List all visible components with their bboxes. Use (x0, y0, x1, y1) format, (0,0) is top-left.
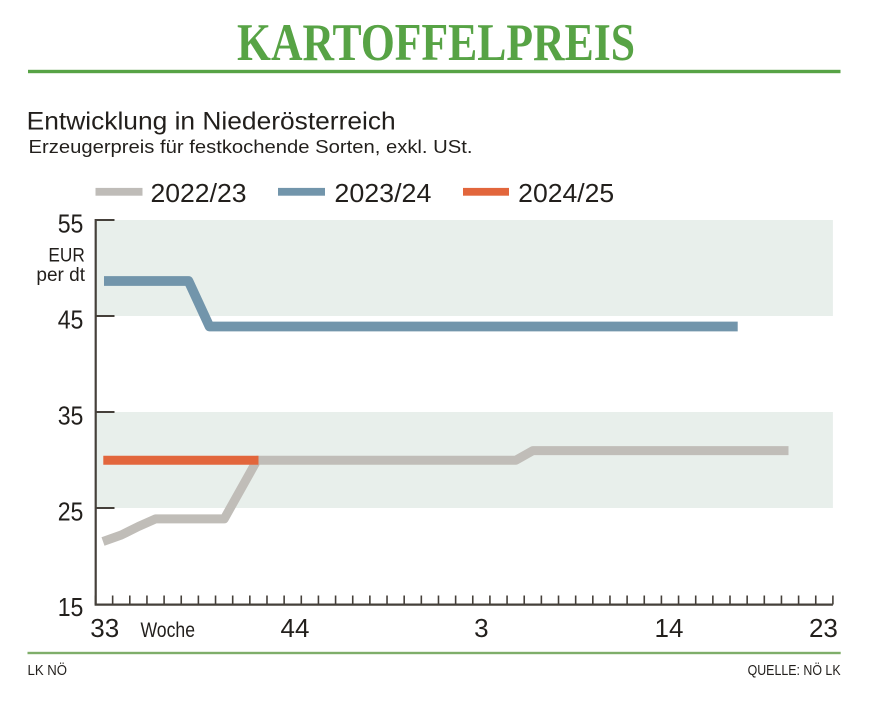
svg-text:35: 35 (58, 401, 84, 431)
svg-text:2024/25: 2024/25 (518, 178, 614, 208)
svg-text:23: 23 (809, 613, 838, 643)
svg-text:14: 14 (655, 613, 684, 643)
svg-text:25: 25 (58, 497, 84, 527)
svg-text:Erzeugerpreis für festkochende: Erzeugerpreis für festkochende Sorten, e… (29, 136, 473, 157)
svg-text:15: 15 (58, 592, 84, 622)
svg-text:2023/24: 2023/24 (334, 178, 431, 208)
svg-text:3: 3 (474, 613, 488, 643)
svg-text:LK NÖ: LK NÖ (28, 661, 68, 679)
svg-text:EUR: EUR (48, 245, 84, 267)
svg-text:45: 45 (58, 305, 84, 335)
svg-text:Entwicklung in Niederösterreic: Entwicklung in Niederösterreich (27, 107, 396, 135)
svg-text:33: 33 (90, 613, 119, 643)
svg-text:44: 44 (281, 613, 310, 643)
svg-text:2022/23: 2022/23 (151, 178, 247, 208)
svg-text:Woche: Woche (141, 619, 196, 642)
svg-text:QUELLE: NÖ LK: QUELLE: NÖ LK (748, 661, 841, 679)
svg-text:per dt: per dt (36, 264, 85, 286)
svg-text:55: 55 (58, 209, 84, 239)
svg-text:KARTOFFELPREIS: KARTOFFELPREIS (237, 14, 635, 72)
